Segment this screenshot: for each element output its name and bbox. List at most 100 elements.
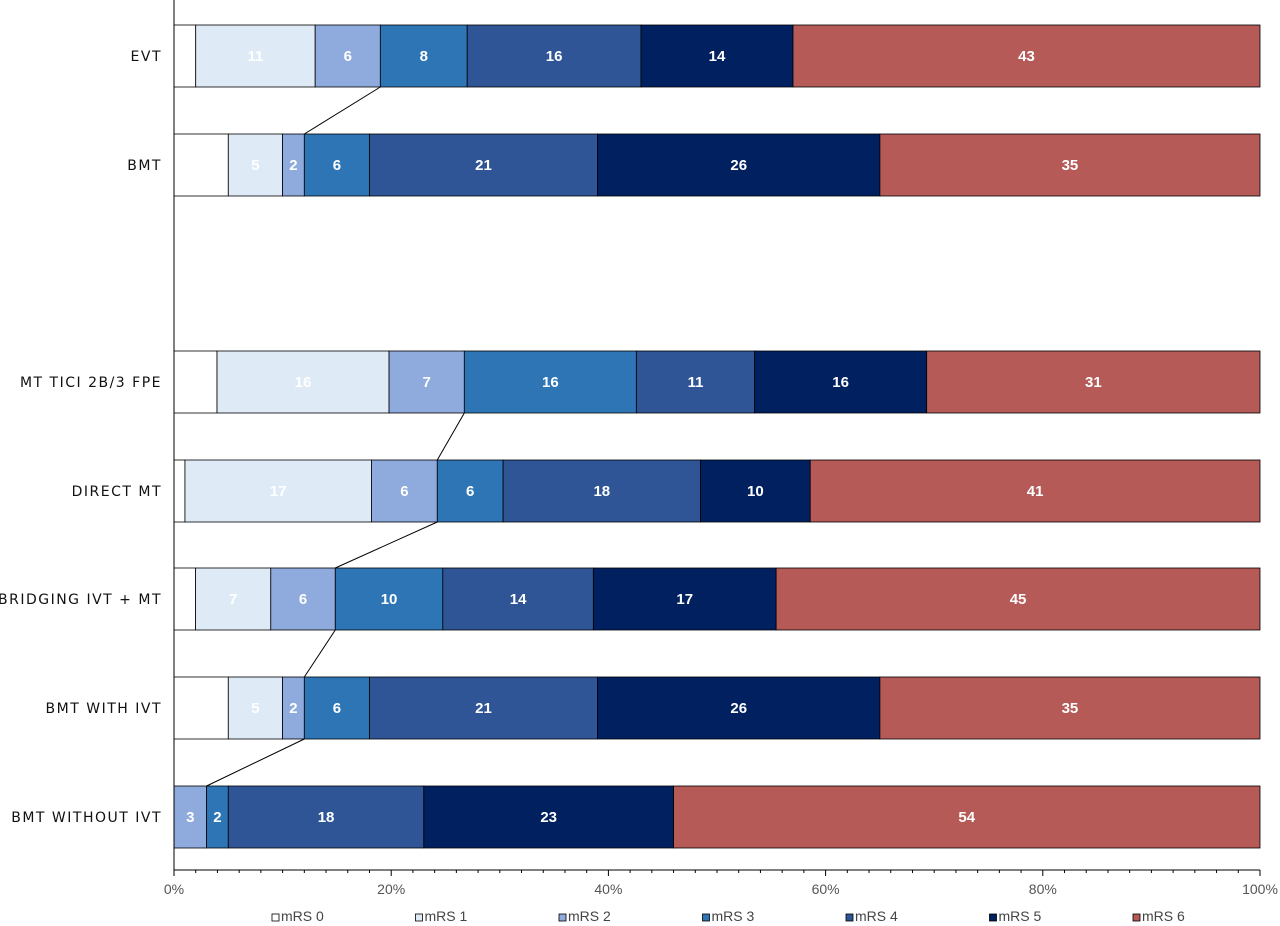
x-tick-label: 80% (1029, 881, 1057, 897)
data-label: 16 (295, 374, 312, 391)
data-label: 43 (1018, 48, 1035, 65)
bar-segment-mrs-2 (388, 350, 465, 414)
legend: mRS 0 mRS 1 mRS 2 mRS 3 mRS 4 mRS 5 mRS 6 (271, 908, 1185, 924)
data-label: 6 (344, 48, 352, 65)
connector-line (206, 738, 305, 787)
bar-segment-mrs-5 (754, 350, 928, 414)
data-label: 8 (420, 48, 428, 65)
bar-segment-mrs-3 (303, 676, 370, 740)
legend-swatch (989, 913, 997, 922)
legend-label: mRS 6 (1142, 908, 1185, 924)
bar-segment-mrs-3 (379, 24, 468, 88)
bar-row: 11 6 8 16 14 43 (173, 24, 1261, 88)
category-label: BMT WITH IVT (46, 701, 162, 717)
bar-segment-mrs-0 (173, 459, 186, 523)
data-label: 16 (546, 48, 563, 65)
category-label: BMT WITHOUT IVT (11, 810, 162, 826)
bar-segment-mrs-4 (635, 350, 756, 414)
bar-segment-mrs-5 (597, 133, 881, 197)
x-tick-label: 60% (812, 881, 840, 897)
data-label: 45 (1010, 591, 1027, 608)
data-label: 6 (400, 483, 408, 500)
bar-row: 16 7 16 11 16 31 (173, 350, 1261, 414)
legend-label: mRS 2 (568, 908, 611, 924)
legend-swatch (702, 913, 710, 922)
legend-item: mRS 6 (1132, 908, 1185, 924)
data-label: 26 (730, 700, 747, 717)
x-tick-label: 40% (594, 881, 622, 897)
data-label: 23 (540, 809, 557, 826)
data-label: 16 (542, 374, 559, 391)
data-label: 18 (593, 483, 610, 500)
bar-segment-mrs-2 (314, 24, 381, 88)
bar-segment-mrs-4 (369, 133, 598, 197)
data-label: 41 (1027, 483, 1044, 500)
legend-item: mRS 0 (271, 908, 324, 924)
bar-segment-mrs-0 (173, 567, 196, 631)
data-label: 11 (688, 374, 704, 391)
bar-segment-mrs-0 (173, 676, 229, 740)
bar-segment-mrs-5 (640, 24, 794, 88)
bar-segment-mrs-4 (502, 459, 701, 523)
legend-swatch (271, 913, 280, 922)
bar-segment-mrs-1 (216, 350, 390, 414)
bar-row: 5 2 6 21 26 35 (173, 133, 1261, 197)
bar-segment-mrs-3 (303, 133, 370, 197)
bar-row: 7 6 10 14 17 45 (173, 567, 1261, 631)
data-label: 17 (676, 591, 693, 608)
bar-segment-mrs-5 (597, 676, 881, 740)
data-label: 16 (832, 374, 849, 391)
bar-segment-mrs-1 (195, 567, 272, 631)
category-label: DIRECT MT (72, 484, 162, 500)
bar-segment-mrs-6 (926, 350, 1261, 414)
bar-segment-mrs-0 (173, 24, 197, 88)
bar-segment-mrs-3 (334, 567, 444, 631)
bar-row: 5 2 6 21 26 35 (173, 676, 1261, 740)
bar-segment-mrs-4 (466, 24, 642, 88)
category-label: BRIDGING IVT + MT (0, 592, 162, 608)
bar-segment-mrs-6 (673, 785, 1261, 849)
data-label: 10 (381, 591, 398, 608)
legend-label: mRS 5 (999, 908, 1042, 924)
legend-item: mRS 4 (845, 908, 898, 924)
bar-segment-mrs-1 (227, 676, 284, 740)
x-tick-label: 100% (1242, 881, 1278, 897)
legend-label: mRS 3 (712, 908, 755, 924)
bar-segment-mrs-4 (227, 785, 425, 849)
bar-segment-mrs-6 (809, 459, 1261, 523)
legend-item: mRS 2 (558, 908, 611, 924)
data-label: 10 (747, 483, 764, 500)
bar-segment-mrs-1 (227, 133, 284, 197)
connectors-group (206, 86, 465, 787)
bar-segment-mrs-6 (792, 24, 1261, 88)
axes-group: 0% 20% 40% 60% 80% 100% (164, 0, 1278, 897)
data-label: 26 (730, 157, 747, 174)
bar-segment-mrs-5 (423, 785, 674, 849)
bar-segment-mrs-3 (436, 459, 504, 523)
legend-swatch (415, 913, 423, 922)
bar-segment-mrs-1 (195, 24, 316, 88)
data-label: 35 (1062, 157, 1079, 174)
category-label: BMT (127, 158, 162, 174)
connector-line (304, 86, 381, 135)
data-label: 14 (510, 591, 527, 608)
data-label: 6 (333, 700, 341, 717)
legend-item: mRS 1 (415, 908, 468, 924)
data-label: 7 (423, 374, 431, 391)
connector-line (436, 412, 465, 461)
data-label: 11 (248, 48, 264, 65)
bar-segment-mrs-2 (371, 459, 438, 523)
legend-swatch (845, 913, 854, 922)
bar-segment-mrs-1 (184, 459, 372, 523)
legend-label: mRS 0 (281, 908, 324, 924)
data-label: 54 (958, 809, 975, 826)
category-label: MT TICI 2B/3 FPE (20, 375, 162, 391)
x-tick-label: 0% (164, 881, 184, 897)
data-label: 3 (186, 809, 194, 826)
bar-segment-mrs-6 (775, 567, 1261, 631)
legend-label: mRS 1 (425, 908, 468, 924)
x-tick-label: 20% (377, 881, 405, 897)
legend-item: mRS 3 (702, 908, 755, 924)
bar-row: 3 2 18 23 54 (173, 785, 1261, 849)
